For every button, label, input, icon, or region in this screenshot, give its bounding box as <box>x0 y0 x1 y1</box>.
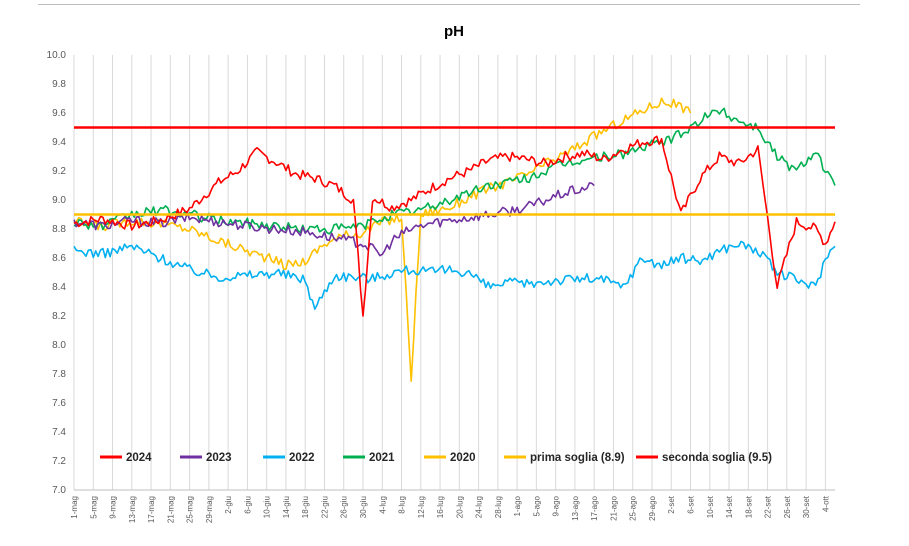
x-tick-label: 18-set <box>744 495 753 518</box>
legend-label: seconda soglia (9.5) <box>662 452 772 464</box>
x-tick-label: 4-ott <box>821 495 830 512</box>
chart-title: pH <box>444 23 464 40</box>
legend-label: prima soglia (8.9) <box>530 452 625 464</box>
x-tick-label: 9-ago <box>552 495 561 516</box>
series-line-2023 <box>73 182 595 257</box>
x-tick-label: 24-lug <box>475 496 484 518</box>
x-tick-label: 29-mag <box>205 496 214 523</box>
legend-label: 2024 <box>126 452 152 464</box>
y-tick-label: 9.6 <box>52 108 66 119</box>
legend-label: 2021 <box>369 452 395 464</box>
x-tick-label: 20-lug <box>455 496 464 518</box>
x-tick-label: 5-ago <box>532 495 541 516</box>
x-tick-label: 9-mag <box>109 496 118 519</box>
x-tick-label: 30-giu <box>359 496 368 518</box>
y-tick-label: 8.8 <box>52 224 66 235</box>
x-tick-label: 13-ago <box>571 495 580 520</box>
x-tick-label: 29-ago <box>648 495 657 520</box>
legend-label: 2023 <box>206 452 232 464</box>
series-line-2021 <box>73 107 836 235</box>
x-tick-label: 8-lug <box>398 496 407 514</box>
x-tick-label: 13-mag <box>128 496 137 523</box>
x-tick-label: 14-giu <box>282 496 291 518</box>
x-tick-label: 2-giu <box>224 496 233 514</box>
x-tick-label: 16-lug <box>436 496 445 518</box>
x-tick-label: 26-set <box>783 495 792 518</box>
series-line-2024 <box>73 135 836 317</box>
legend-label: 2020 <box>450 452 476 464</box>
x-tick-label: 21-mag <box>166 496 175 523</box>
x-tick-label: 12-lug <box>417 496 426 518</box>
x-tick-label: 2-set <box>667 495 676 514</box>
x-tick-label: 6-giu <box>243 496 252 514</box>
legend-label: 2022 <box>289 452 315 464</box>
x-tick-label: 14-set <box>725 495 734 518</box>
y-tick-label: 8.6 <box>52 253 66 264</box>
y-tick-label: 8.2 <box>52 311 66 322</box>
y-tick-label: 7.6 <box>52 398 66 409</box>
x-tick-label: 6-set <box>687 495 696 514</box>
y-tick-label: 9.4 <box>52 137 66 148</box>
x-tick-label: 22-giu <box>320 496 329 518</box>
x-tick-label: 25-mag <box>186 496 195 523</box>
x-tick-label: 28-lug <box>494 496 503 518</box>
x-tick-label: 5-mag <box>89 496 98 519</box>
x-tick-label: 10-giu <box>263 496 272 518</box>
y-tick-label: 7.0 <box>52 485 66 496</box>
x-tick-label: 22-set <box>764 495 773 518</box>
x-tick-label: 26-giu <box>340 496 349 518</box>
y-tick-label: 9.8 <box>52 79 66 90</box>
x-tick-label: 18-giu <box>301 496 310 518</box>
y-tick-label: 9.0 <box>52 195 66 206</box>
y-tick-label: 9.2 <box>52 166 66 177</box>
y-tick-label: 7.8 <box>52 369 66 380</box>
top-rule <box>38 4 860 5</box>
x-tick-label: 10-set <box>706 495 715 518</box>
y-tick-label: 7.2 <box>52 456 66 467</box>
y-tick-label: 7.4 <box>52 427 66 438</box>
x-tick-label: 4-lug <box>378 496 387 514</box>
x-tick-label: 1-ago <box>513 495 522 516</box>
x-tick-label: 17-mag <box>147 496 156 523</box>
x-tick-label: 17-ago <box>590 495 599 520</box>
series-line-2022 <box>73 240 836 310</box>
x-tick-label: 1-mag <box>70 496 79 519</box>
x-tick-label: 30-set <box>802 495 811 518</box>
y-tick-label: 8.4 <box>52 282 66 293</box>
y-tick-label: 10.0 <box>47 50 67 61</box>
x-tick-label: 21-ago <box>609 495 618 520</box>
x-tick-label: 25-ago <box>629 495 638 520</box>
series-line-2020 <box>73 97 692 382</box>
y-tick-label: 8.0 <box>52 340 66 351</box>
